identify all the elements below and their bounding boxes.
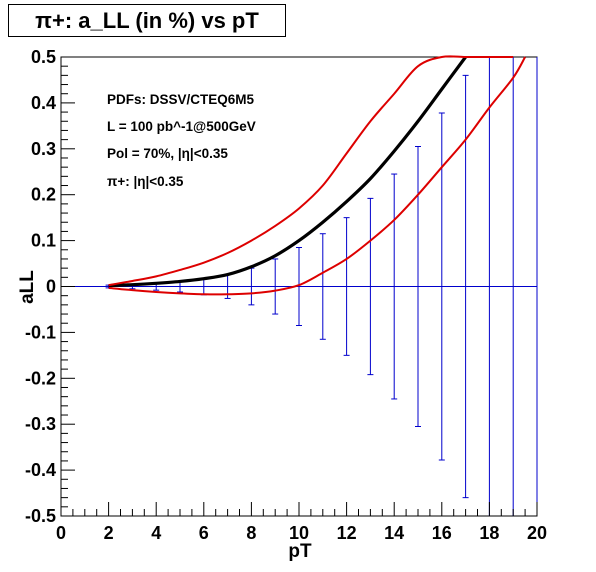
y-tick-label: 0.3	[31, 139, 56, 159]
y-tick-label: 0.4	[31, 93, 56, 113]
y-tick-label: -0.2	[25, 368, 56, 388]
error-bar	[391, 173, 398, 400]
error-bar	[319, 233, 326, 340]
x-tick-label: 2	[104, 523, 114, 543]
axis-ticks-layer	[60, 56, 538, 517]
annotation-pdfs: PDFs: DSSV/CTEQ6M5	[107, 92, 255, 107]
error-bar	[462, 74, 469, 499]
x-tick-label: 12	[337, 523, 357, 543]
x-tick-label: 6	[199, 523, 209, 543]
tick-labels-layer: 0 2 4 6 8 10 12 14 16 18 20 -0.5 -0.4 -0.3 -0.2 -0.1 0 0.…	[25, 47, 547, 543]
y-tick-label: -0.4	[25, 460, 56, 480]
chart-title: π+: a_LL (in %) vs pT	[8, 4, 286, 37]
y-tick-label: -0.1	[25, 322, 56, 342]
x-tick-label: 20	[527, 523, 547, 543]
y-tick-label: 0.1	[31, 231, 56, 251]
x-tick-label: 16	[432, 523, 452, 543]
x-tick-label: 8	[246, 523, 256, 543]
y-tick-label: 0.2	[31, 185, 56, 205]
error-bar	[367, 197, 374, 376]
series-layer	[108, 55, 526, 296]
error-bar	[415, 146, 421, 427]
annotation-polarization: Pol = 70%, |η|<0.35	[107, 146, 228, 161]
x-tick-label: 4	[151, 523, 161, 543]
y-axis-title: aLL	[17, 270, 38, 304]
annotation-luminosity: L = 100 pb^-1@500GeV	[107, 119, 256, 134]
error-bar	[272, 258, 279, 315]
error-bar	[438, 112, 445, 461]
x-axis-title: pT	[288, 541, 312, 562]
x-tick-label: 14	[384, 523, 404, 543]
y-tick-label: -0.3	[25, 414, 56, 434]
y-tick-label: 0	[46, 277, 56, 297]
y-tick-label: -0.5	[25, 506, 56, 526]
annotation-pion-eta: π+: |η|<0.35	[107, 174, 184, 189]
x-tick-label: 10	[289, 523, 309, 543]
error-bar	[343, 217, 350, 356]
series-line-central	[108, 56, 467, 288]
error-bar	[296, 246, 302, 327]
y-tick-label: 0.5	[31, 47, 56, 67]
series-line-upper	[108, 55, 514, 287]
x-tick-label: 0	[56, 523, 66, 543]
series-line-lower	[108, 56, 526, 296]
x-tick-label: 18	[479, 523, 499, 543]
